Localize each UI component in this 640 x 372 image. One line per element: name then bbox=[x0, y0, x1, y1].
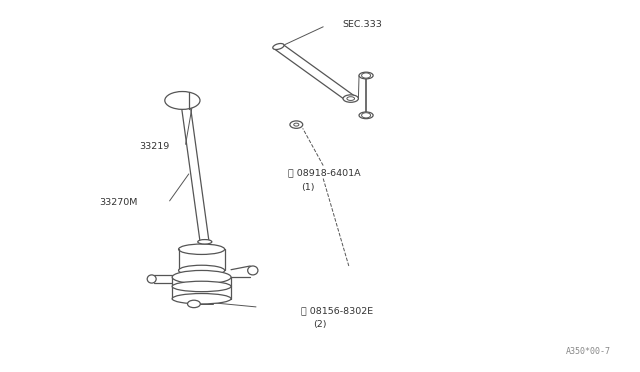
Ellipse shape bbox=[359, 72, 373, 79]
Text: A350*00-7: A350*00-7 bbox=[566, 347, 611, 356]
Ellipse shape bbox=[359, 112, 373, 119]
Ellipse shape bbox=[179, 265, 225, 276]
Ellipse shape bbox=[165, 92, 200, 109]
Ellipse shape bbox=[172, 294, 231, 304]
Text: (1): (1) bbox=[301, 183, 314, 192]
Circle shape bbox=[290, 121, 303, 128]
Text: 33270M: 33270M bbox=[99, 198, 138, 207]
Circle shape bbox=[362, 73, 371, 78]
Ellipse shape bbox=[343, 95, 358, 102]
Circle shape bbox=[188, 300, 200, 308]
Ellipse shape bbox=[198, 240, 212, 244]
Text: (2): (2) bbox=[314, 320, 327, 329]
Ellipse shape bbox=[179, 244, 225, 254]
Ellipse shape bbox=[273, 44, 284, 49]
Circle shape bbox=[294, 123, 299, 126]
Ellipse shape bbox=[172, 281, 231, 292]
Text: SEC.333: SEC.333 bbox=[342, 20, 382, 29]
Ellipse shape bbox=[147, 275, 156, 283]
Ellipse shape bbox=[172, 270, 231, 284]
Text: Ⓑ 08156-8302E: Ⓑ 08156-8302E bbox=[301, 306, 373, 315]
Text: Ⓝ 08918-6401A: Ⓝ 08918-6401A bbox=[288, 169, 360, 177]
Ellipse shape bbox=[248, 266, 258, 275]
Text: 33219: 33219 bbox=[140, 142, 170, 151]
Ellipse shape bbox=[347, 97, 355, 100]
Circle shape bbox=[362, 113, 371, 118]
